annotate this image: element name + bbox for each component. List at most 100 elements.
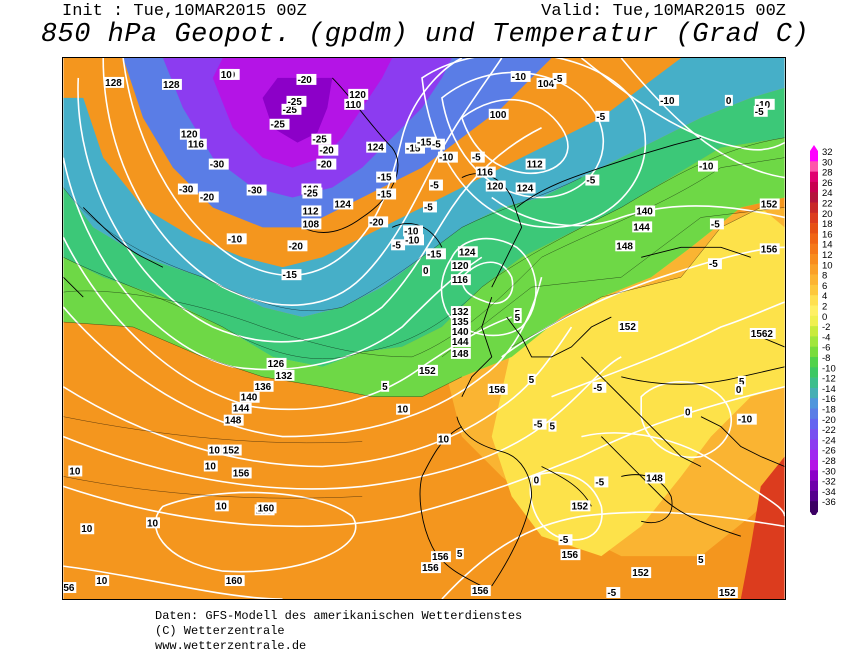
geopotential-label: 152 [632,568,649,579]
geopotential-label: 120 [452,261,469,272]
geopotential-label-bg [618,321,639,332]
temperature-label-bg [754,98,775,110]
temperature-label: -25 [271,120,286,131]
geopotential-label: 160 [226,576,243,587]
temperature-label: 10 [438,435,450,446]
geopotential-label: 156 [472,586,489,597]
geopotential-label: 124 [517,184,534,195]
geopotential-label-bg [366,141,387,153]
temperature-label-bg [281,103,302,115]
colorbar-swatch [810,377,818,389]
temperature-label: -20 [297,75,312,86]
temperature-label: -15 [377,173,392,184]
geopotential-label: 144 [452,337,469,348]
temperature-label: -20 [369,217,384,228]
geopotential-label-bg [186,138,207,150]
geopotential-label-bg [179,128,200,140]
colorbar-swatch [810,202,818,214]
temperature-label-bg [405,142,425,154]
temperature-label-bg [95,575,110,587]
temperature-label-bg [659,94,680,106]
geopotential-label-bg [717,587,738,599]
colorbar-label: 22 [822,199,833,210]
colorbar-label: 14 [822,240,833,251]
temperature-label: -25 [312,135,327,146]
colorbar-label: -10 [822,363,836,374]
geopotential-label-bg [450,274,471,286]
colorbar-swatch [810,243,818,255]
temperature-label: -10 [404,226,419,237]
geopotential-label-bg [301,218,322,230]
colorbar-swatch [810,151,818,162]
geopotential-label-bg [239,391,260,403]
colorbar-arrow-top [810,145,818,151]
temperature-label: 10 [221,70,233,81]
valid-time: Valid: Tue,10MAR2015 00Z [541,2,786,21]
temperature-label: 0 [736,385,742,396]
temperature-label-bg [316,158,337,170]
geopotential-label-bg [450,335,471,347]
temperature-label: -20 [317,160,332,171]
colorbar-label: -36 [822,497,836,508]
temperature-label-bg [606,587,621,599]
geopotential-label: 152 [761,199,778,210]
temperature-label: 10 [397,405,409,416]
geopotential-label-bg [560,549,581,561]
colorbar-label: -24 [822,435,836,446]
temperature-label: 0 [423,266,429,277]
geopotential-label: 1562 [751,329,774,340]
temperature-label-bg [707,258,722,270]
colorbar-label: -14 [822,384,836,395]
geopotential-label-bg [457,246,478,258]
temperature-label-bg [709,218,724,230]
colorbar-label: 20 [822,209,833,220]
geopotential-label: 116 [452,275,469,286]
colorbar-swatch [810,161,818,172]
temperature-label-bg [736,413,757,425]
colorbar-swatch [810,326,818,337]
geopotential-label: 140 [636,206,653,217]
geopotential-label-bg [570,500,591,512]
geopotential-label: 126 [268,359,285,370]
temperature-label-bg [391,239,406,251]
geopotential-label-bg [450,347,471,359]
geopotential-label-bg [301,205,322,217]
temperature-label: 5 [457,549,463,560]
temperature-label: -20 [289,241,304,252]
geopotential-label: 108 [302,219,319,230]
temperature-label-bg [425,248,446,260]
geopotential-label: 132 [452,307,469,318]
temperature-label-bg [403,225,424,237]
temperature-label-bg [724,94,733,106]
geopotential-label: 56 [63,583,75,594]
colorbar-swatch [810,439,818,450]
geopotential-label: 156 [432,552,449,563]
geopotential-label-bg [632,221,653,233]
geopotential-label: 152 [619,322,636,333]
geopotential-label-bg [749,328,776,339]
geopotential-label: 148 [616,241,633,252]
temperature-label-bg [737,375,746,387]
geopotential-label-bg [63,582,77,594]
geopotential-label-bg [333,198,354,210]
temperature-label-bg [422,265,430,277]
colorbar-label: -32 [822,477,836,488]
temperature-label: -5 [430,181,439,192]
geopotential-label: 120 [349,90,366,101]
colorbar-swatch [810,357,818,368]
colorbar-label: 16 [822,229,833,240]
geopotential-label: 120 [487,182,504,193]
geopotential-label-bg [536,77,557,89]
geopotential-label: 160 [258,503,275,514]
geopotential-label-bg [266,357,287,369]
temperature-label-bg [585,174,600,186]
temperature-label: -10 [439,153,454,164]
temperature-label-bg [513,312,522,324]
geopotential-label-bg [615,240,636,252]
geopotential-label: 104 [538,79,555,90]
colorbar-label: -6 [822,343,830,354]
temperature-label: 5 [382,382,388,393]
geopotential-label-bg [759,243,780,255]
colorbar-label: -26 [822,446,836,457]
temperature-label: 10 [209,446,221,457]
